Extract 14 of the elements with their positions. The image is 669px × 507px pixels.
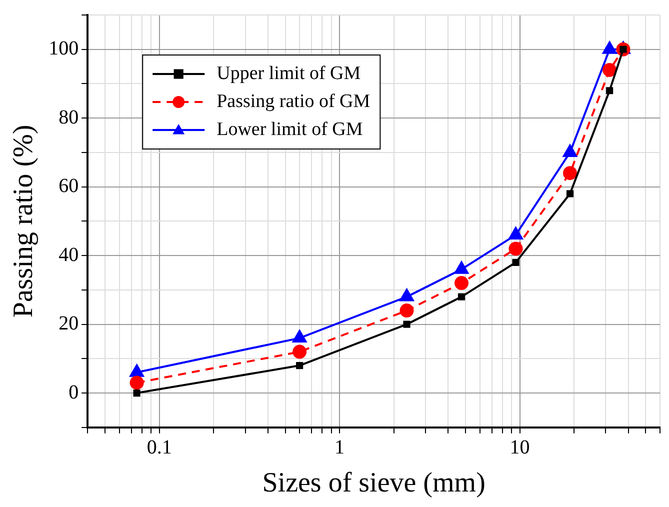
x-axis-title: Sizes of sieve (mm): [262, 468, 486, 499]
y-tick-label: 0: [68, 381, 79, 404]
legend-label: Lower limit of GM: [216, 118, 363, 140]
legend-label: Passing ratio of GM: [216, 90, 370, 112]
y-tick-label: 60: [58, 175, 79, 198]
legend-label: Upper limit of GM: [216, 62, 361, 84]
x-tick-label: 1: [334, 436, 345, 459]
y-tick-label: 100: [48, 38, 79, 60]
x-tick-label: 10: [510, 436, 530, 459]
y-tick-label: 20: [58, 312, 79, 335]
y-tick-label: 80: [58, 106, 79, 128]
x-tick-label: 0.1: [146, 436, 172, 459]
y-axis-title: Passing ratio (%): [8, 124, 40, 318]
y-tick-label: 40: [58, 244, 79, 266]
